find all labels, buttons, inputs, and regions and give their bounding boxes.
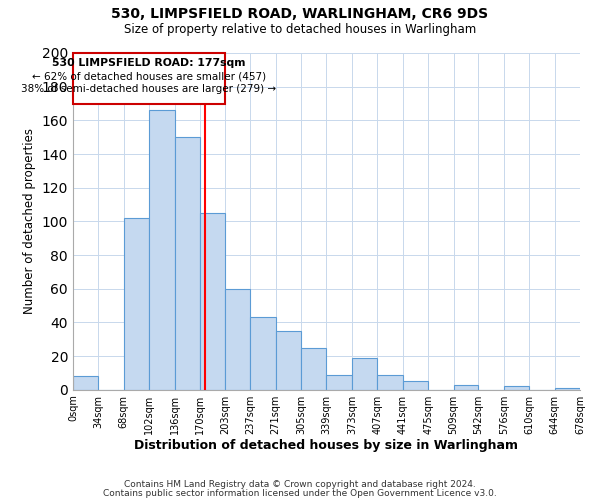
Text: ← 62% of detached houses are smaller (457): ← 62% of detached houses are smaller (45…: [32, 72, 266, 82]
Bar: [175, 137, 200, 390]
Bar: [352, 358, 377, 390]
Bar: [225, 288, 250, 390]
Bar: [454, 384, 478, 390]
Text: 38% of semi-detached houses are larger (279) →: 38% of semi-detached houses are larger (…: [21, 84, 277, 94]
Bar: [504, 386, 529, 390]
Bar: [149, 110, 175, 390]
Bar: [124, 218, 149, 390]
Bar: [200, 213, 225, 390]
Bar: [326, 374, 352, 390]
Bar: [73, 376, 98, 390]
Text: 530 LIMPSFIELD ROAD: 177sqm: 530 LIMPSFIELD ROAD: 177sqm: [52, 58, 245, 68]
Text: Size of property relative to detached houses in Warlingham: Size of property relative to detached ho…: [124, 22, 476, 36]
FancyBboxPatch shape: [73, 53, 225, 104]
Text: Contains HM Land Registry data © Crown copyright and database right 2024.: Contains HM Land Registry data © Crown c…: [124, 480, 476, 489]
Bar: [403, 382, 428, 390]
Text: 530, LIMPSFIELD ROAD, WARLINGHAM, CR6 9DS: 530, LIMPSFIELD ROAD, WARLINGHAM, CR6 9D…: [112, 8, 488, 22]
Bar: [275, 331, 301, 390]
Y-axis label: Number of detached properties: Number of detached properties: [23, 128, 36, 314]
Text: Contains public sector information licensed under the Open Government Licence v3: Contains public sector information licen…: [103, 488, 497, 498]
Bar: [301, 348, 326, 390]
Bar: [250, 318, 275, 390]
Bar: [377, 374, 403, 390]
X-axis label: Distribution of detached houses by size in Warlingham: Distribution of detached houses by size …: [134, 440, 518, 452]
Bar: [554, 388, 580, 390]
